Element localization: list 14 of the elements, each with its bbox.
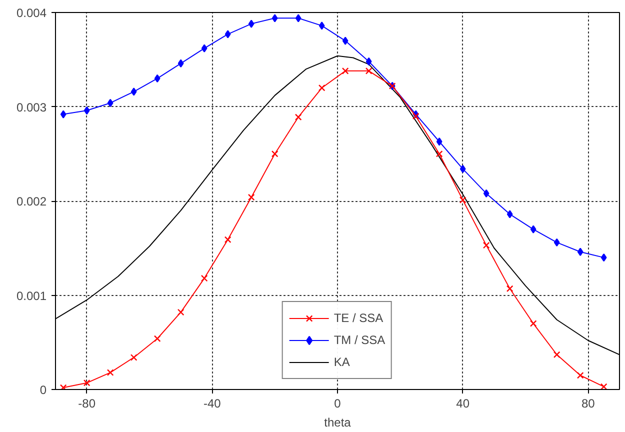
x-tick-label: 40 xyxy=(456,396,470,410)
x-tick-label: -80 xyxy=(78,396,96,410)
x-tick-label: 0 xyxy=(334,396,342,410)
y-tick-label: 0.004 xyxy=(16,6,47,20)
y-tick-label: 0.003 xyxy=(16,100,47,114)
x-tick-label: -40 xyxy=(203,396,222,410)
y-tick-label: 0.002 xyxy=(16,194,47,208)
legend-label: TM / SSA xyxy=(334,333,386,347)
x-axis-title: theta xyxy=(324,416,352,430)
y-tick-label: 0 xyxy=(40,383,47,397)
legend-label: KA xyxy=(334,355,351,369)
x-tick-label: 80 xyxy=(581,396,596,410)
legend-label: TE / SSA xyxy=(334,311,384,325)
y-tick-label: 0.001 xyxy=(16,288,47,303)
